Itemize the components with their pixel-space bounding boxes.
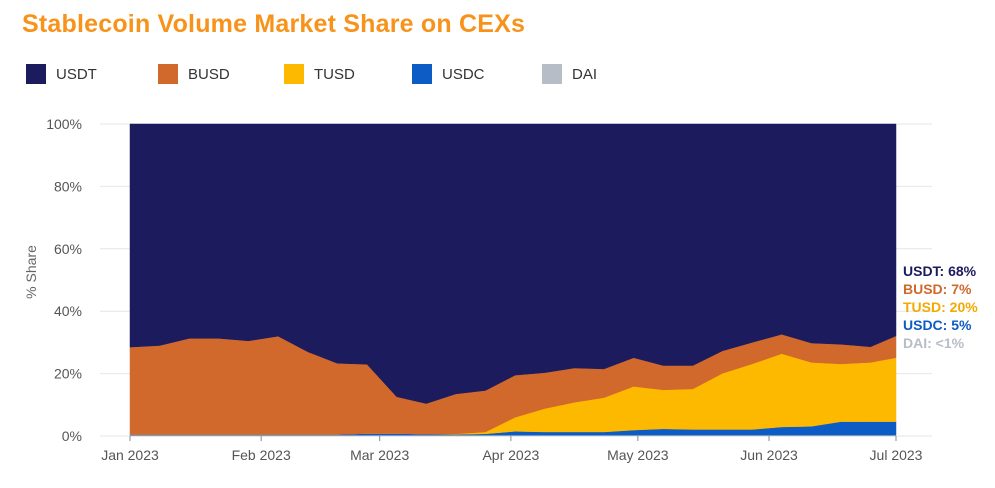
y-tick-label-0: 0%: [62, 428, 82, 444]
legend-item-dai[interactable]: DAI: [542, 62, 597, 86]
legend-item-busd[interactable]: BUSD: [158, 62, 230, 86]
x-tick-label-0: Jan 2023: [101, 447, 159, 463]
x-tick-label-6: Jul 2023: [870, 447, 923, 463]
legend-label-tusd: TUSD: [314, 65, 355, 83]
legend: USDT BUSD TUSD USDC DAI: [22, 62, 982, 86]
legend-swatch-busd: [158, 64, 178, 84]
legend-label-busd: BUSD: [188, 65, 230, 83]
x-tick-label-4: May 2023: [607, 447, 669, 463]
x-tick-label-1: Feb 2023: [232, 447, 291, 463]
y-axis-ticks: 0% 20% 40% 60% 80% 100%: [46, 116, 82, 444]
legend-swatch-usdt: [26, 64, 46, 84]
y-tick-label-5: 100%: [46, 116, 82, 132]
x-tick-label-2: Mar 2023: [350, 447, 409, 463]
y-tick-label-1: 20%: [54, 366, 82, 382]
area-usdt: [129, 123, 897, 404]
end-labels: USDT: 68% BUSD: 7% TUSD: 20% USDC: 5% DAI: <…: [903, 263, 978, 351]
series-areas: [129, 123, 897, 437]
end-label-3: USDC: 5%: [903, 317, 972, 333]
end-label-1: BUSD: 7%: [903, 281, 972, 297]
x-axis-ticks: Jan 2023 Feb 2023 Mar 2023 Apr 2023 May 2023…: [101, 436, 923, 463]
legend-swatch-usdc: [412, 64, 432, 84]
page-title: Stablecoin Volume Market Share on CEXs: [22, 10, 526, 38]
y-axis-label: % Share: [23, 245, 39, 299]
legend-item-tusd[interactable]: TUSD: [284, 62, 355, 86]
legend-label-usdt: USDT: [56, 65, 97, 83]
legend-swatch-dai: [542, 64, 562, 84]
x-tick-label-5: Jun 2023: [740, 447, 798, 463]
end-label-4: DAI: <1%: [903, 335, 965, 351]
y-tick-label-2: 40%: [54, 303, 82, 319]
legend-item-usdt[interactable]: USDT: [26, 62, 97, 86]
end-label-2: TUSD: 20%: [903, 299, 978, 315]
legend-swatch-tusd: [284, 64, 304, 84]
legend-label-dai: DAI: [572, 65, 598, 83]
x-tick-label-3: Apr 2023: [482, 447, 539, 463]
y-tick-label-4: 80%: [54, 178, 82, 194]
legend-item-usdc[interactable]: USDC: [412, 62, 485, 86]
end-label-0: USDT: 68%: [903, 263, 977, 279]
y-tick-label-3: 60%: [54, 241, 82, 257]
legend-label-usdc: USDC: [442, 65, 485, 83]
